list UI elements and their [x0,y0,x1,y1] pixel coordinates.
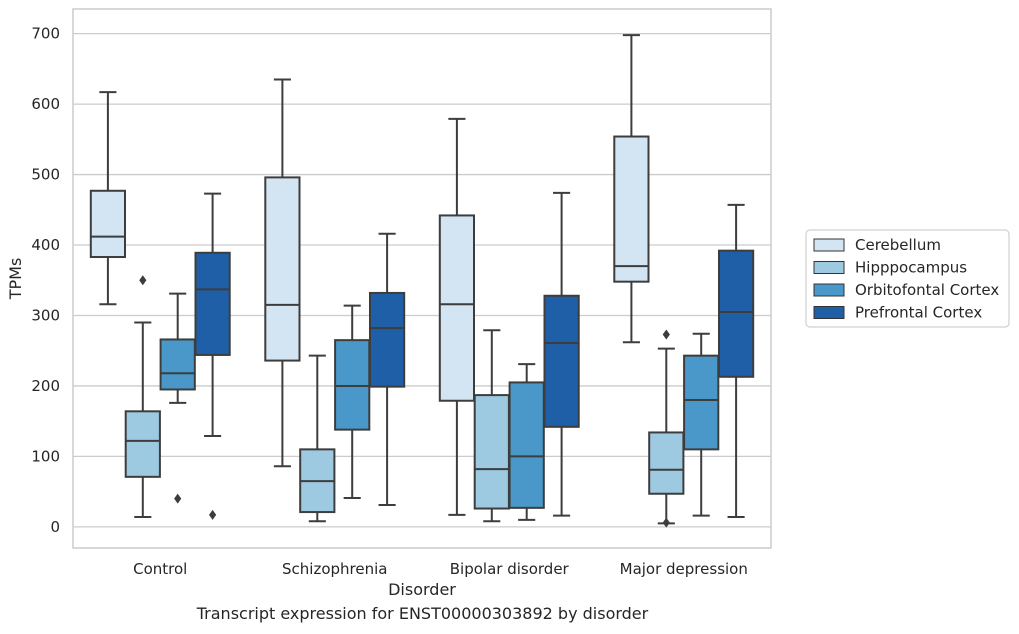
x-tick-0: Control [133,560,187,578]
legend-swatch-1 [813,261,845,274]
y-tick-0: 0 [50,518,60,536]
y-tick-200: 200 [31,377,60,395]
outlier-point [174,493,182,504]
box-iqr [648,431,685,495]
box-0-3 [194,192,231,520]
box-iqr [124,410,161,478]
box-2-3 [543,191,580,517]
box-layer [89,34,755,528]
y-tick-300: 300 [31,306,60,324]
legend-swatch-2 [813,283,845,297]
x-tick-2: Bipolar disorder [450,560,570,578]
y-tick-700: 700 [31,25,60,43]
box-0-1 [124,275,161,518]
legend-swatch-0 [813,238,845,252]
box-2-1 [473,329,510,523]
box-iqr [264,176,301,362]
box-1-1 [299,354,336,523]
legend-label-3: Prefrontal Cortex [855,304,982,322]
outlier-point [209,509,217,520]
box-1-2 [334,304,371,499]
y-tick-500: 500 [31,166,60,184]
box-1-0 [264,78,301,468]
box-3-3 [717,203,755,518]
outlier-point [662,517,670,528]
y-tick-400: 400 [31,236,60,254]
legend-frame [805,229,1010,328]
legend: Cerebellum Hipppocampus Orbitofontal Corte… [805,229,1010,328]
y-tick-100: 100 [31,447,60,465]
box-2-0 [438,117,476,516]
y-tick-600: 600 [31,95,60,113]
y-tick-labels: 0 100 200 300 400 500 600 700 [31,25,60,536]
box-iqr [613,135,650,283]
box-3-2 [683,332,720,517]
legend-label-0: Cerebellum [855,236,941,254]
box-iqr [438,214,476,402]
box-3-0 [613,34,650,344]
outlier-point [139,275,147,286]
box-1-3 [368,232,406,507]
box-iqr [508,381,545,509]
box-iqr [543,294,580,428]
box-iqr [717,249,755,378]
x-tick-labels: Control Schizophrenia Bipolar disorder Majo… [133,560,748,578]
box-iqr [159,338,196,391]
box-3-1 [648,329,685,528]
plot-frame [72,8,772,549]
y-axis-label: TPMs [6,258,25,301]
x-axis-label: Disorder [388,580,456,599]
legend-swatch-3 [813,306,845,319]
box-iqr [473,394,510,510]
chart-caption: Transcript expression for ENST0000030389… [196,604,649,623]
box-0-2 [159,292,196,504]
box-iqr [194,251,231,356]
box-iqr [368,291,406,388]
box-iqr [89,189,127,259]
legend-label-1: Hipppocampus [855,259,967,277]
outlier-point [662,329,670,340]
legend-label-2: Orbitofontal Cortex [855,281,999,299]
x-tick-1: Schizophrenia [282,560,387,578]
box-2-2 [508,363,545,521]
box-0-0 [89,91,127,306]
x-tick-3: Major depression [620,560,748,578]
box-iqr [334,339,371,431]
box-iqr [683,354,720,451]
